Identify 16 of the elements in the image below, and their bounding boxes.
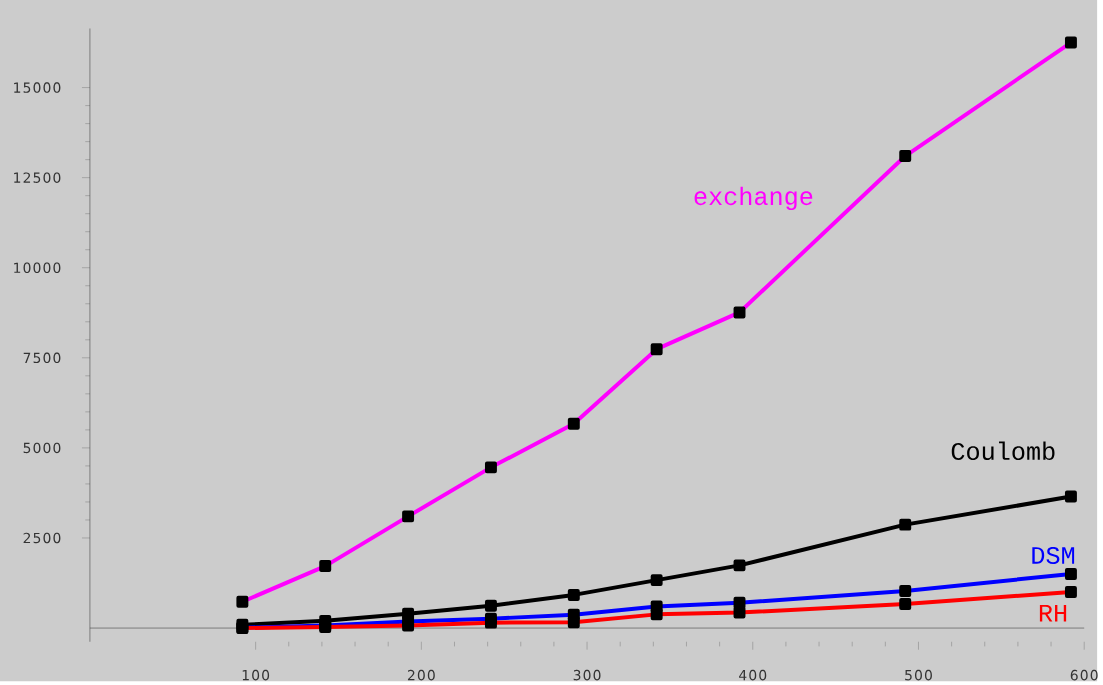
y-tick-label: 10000 [14,262,61,274]
x-tick-label: 600 [1070,669,1098,681]
x-tick-label: 400 [739,669,767,681]
x-tick-label: 200 [407,669,435,681]
series-label: exchange [694,186,813,211]
y-tick-label: 15000 [14,82,61,93]
y-tick-label: 5000 [23,442,61,454]
series-label: DSM [1032,546,1075,565]
x-tick-label: 500 [905,669,932,681]
y-tick-label: 12500 [14,172,61,183]
x-tick-label: 300 [573,669,601,681]
y-tick-label: 2500 [23,532,61,544]
x-tick-label: 100 [242,669,270,681]
series-label: Coulomb [951,441,1055,461]
y-tick-label: 7500 [23,352,61,364]
series-label: RH [1039,605,1067,622]
